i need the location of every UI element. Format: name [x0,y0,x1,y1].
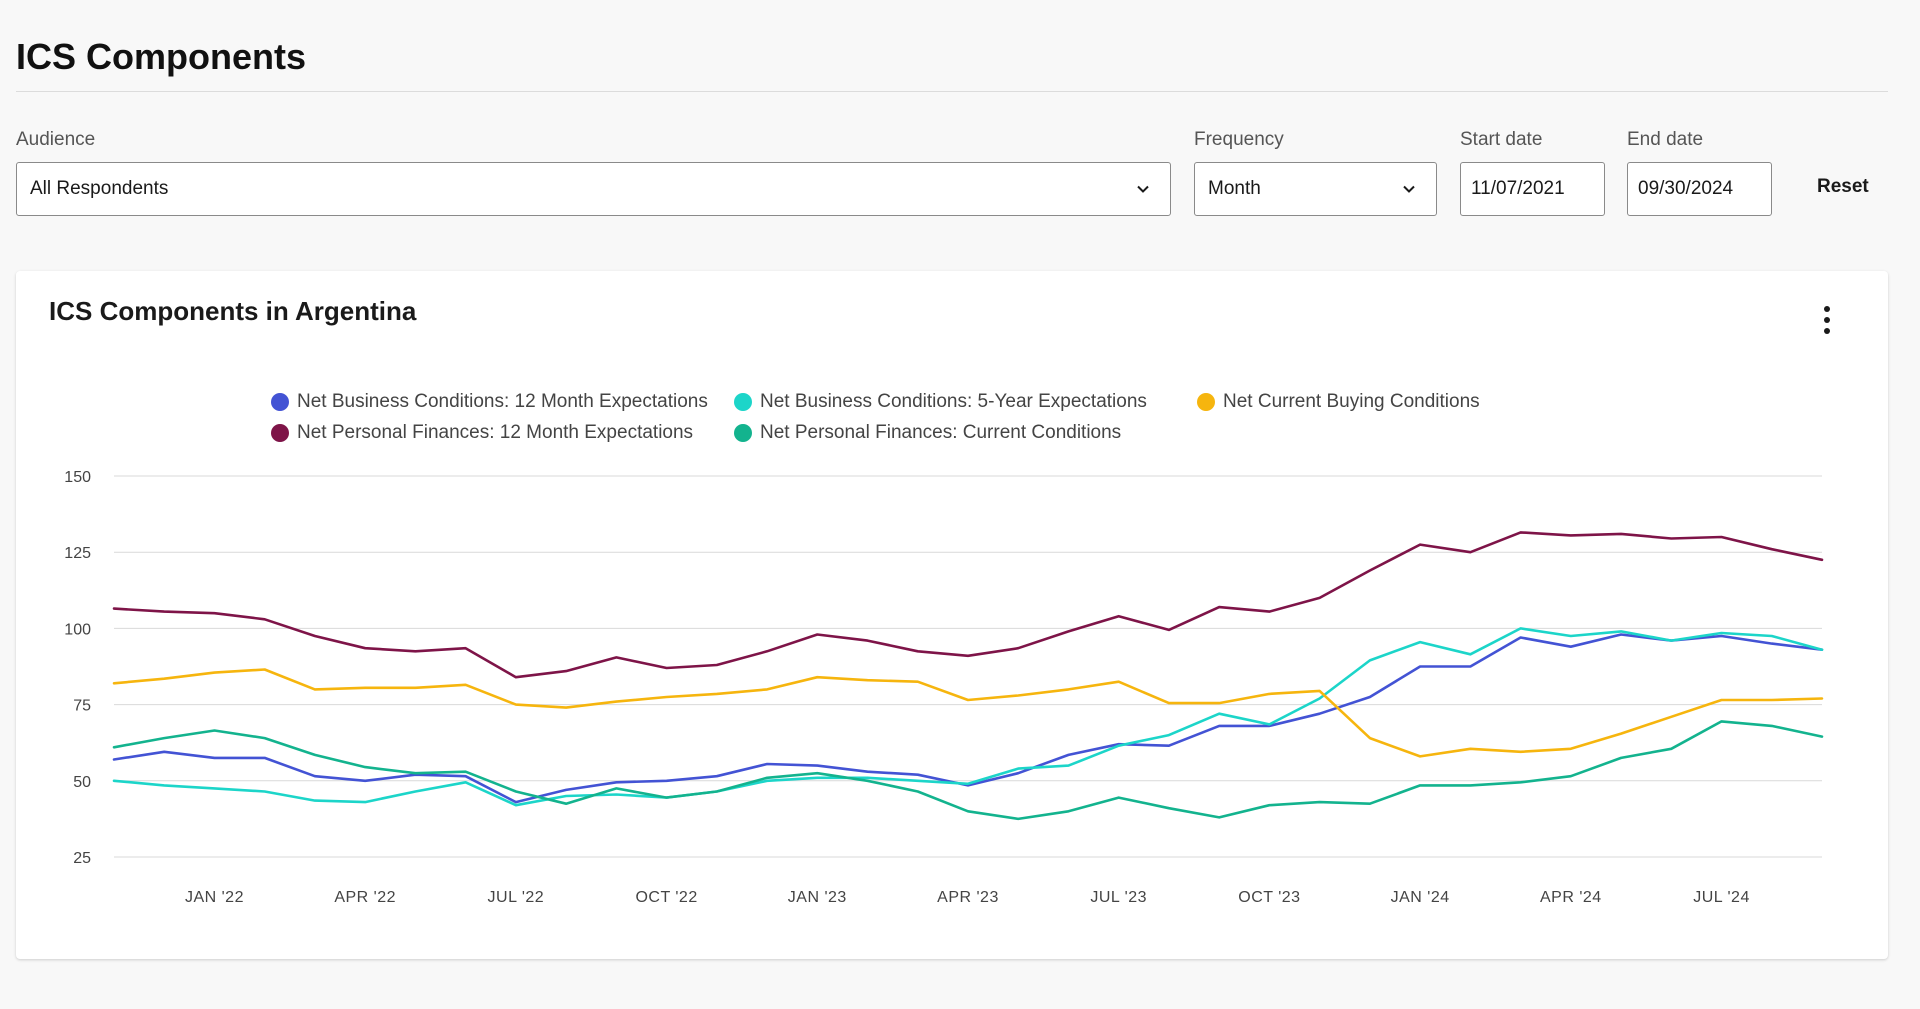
legend-item-personal-current[interactable]: Net Personal Finances: Current Condition… [734,422,1121,444]
audience-select[interactable]: All Respondents [16,162,1171,216]
x-tick-label: JAN '24 [1391,889,1450,906]
end-date-value: 09/30/2024 [1638,178,1734,199]
legend-label: Net Business Conditions: 12 Month Expect… [297,391,708,412]
x-tick-label: JUL '23 [1090,889,1147,906]
x-tick-label: JAN '22 [185,889,244,906]
legend-label: Net Current Buying Conditions [1223,391,1480,412]
y-tick-label: 50 [73,774,91,791]
x-tick-label: APR '24 [1540,889,1602,906]
frequency-select[interactable]: Month [1194,162,1437,216]
y-tick-label: 75 [73,698,91,715]
end-date-input[interactable]: 09/30/2024 [1627,162,1772,216]
series-line-0 [112,633,1824,804]
y-tick-label: 100 [64,621,91,638]
series-line-1 [112,627,1824,807]
chart-card: ICS Components in Argentina Net Business… [16,271,1888,959]
more-vertical-icon[interactable] [1818,306,1836,336]
page-title: ICS Components [16,36,307,77]
x-tick-label: JUL '24 [1693,889,1750,906]
x-tick-label: OCT '22 [635,889,697,906]
end-date-label: End date [1627,129,1704,150]
legend-swatch [734,424,752,442]
reset-button[interactable]: Reset [1817,176,1869,197]
x-tick-label: JAN '23 [788,889,847,906]
series-line-4 [112,720,1824,821]
legend-item-business-12m[interactable]: Net Business Conditions: 12 Month Expect… [271,391,708,413]
chevron-down-icon [1137,185,1149,193]
legend-swatch [271,393,289,411]
y-tick-label: 25 [73,850,91,867]
title-divider [16,91,1888,92]
start-date-label: Start date [1460,129,1543,150]
chevron-down-icon [1403,185,1415,193]
legend-swatch [734,393,752,411]
line-chart: 150 125 100 75 50 25 JAN '22 APR '22 JUL '22 OCT … [64,469,1824,906]
x-tick-label: OCT '23 [1238,889,1300,906]
audience-value: All Respondents [30,178,169,199]
legend-item-business-5y[interactable]: Net Business Conditions: 5-Year Expectat… [734,391,1147,413]
audience-label: Audience [16,129,96,150]
frequency-label: Frequency [1194,129,1284,150]
chart-title: ICS Components in Argentina [49,296,417,326]
x-tick-label: JUL '22 [488,889,545,906]
y-tick-label: 125 [64,545,91,562]
legend-label: Net Personal Finances: Current Condition… [760,422,1122,443]
legend-label: Net Business Conditions: 5-Year Expectat… [760,391,1147,412]
series-line-3 [112,531,1824,679]
series-line-2 [112,668,1824,758]
start-date-value: 11/07/2021 [1471,178,1565,199]
legend-item-personal-12m[interactable]: Net Personal Finances: 12 Month Expectat… [271,422,693,444]
legend-swatch [1197,393,1215,411]
x-tick-label: APR '23 [937,889,999,906]
x-tick-label: APR '22 [334,889,396,906]
y-tick-label: 150 [64,469,91,486]
start-date-input[interactable]: 11/07/2021 [1460,162,1605,216]
legend-swatch [271,424,289,442]
frequency-value: Month [1208,178,1261,199]
legend-label: Net Personal Finances: 12 Month Expectat… [297,422,694,443]
legend-item-buying-conditions[interactable]: Net Current Buying Conditions [1197,391,1480,413]
